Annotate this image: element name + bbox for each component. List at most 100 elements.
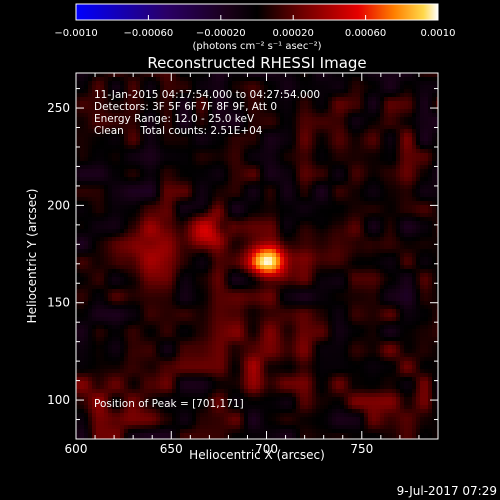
heatmap-cell [216, 233, 221, 238]
heatmap-cell [204, 277, 209, 282]
heatmap-cell [404, 217, 409, 222]
heatmap-cell [172, 273, 177, 278]
heatmap-cell [108, 285, 113, 290]
heatmap-cell [200, 129, 205, 134]
heatmap-cell [132, 209, 137, 214]
heatmap-cell [88, 145, 93, 150]
heatmap-cell [340, 121, 345, 126]
heatmap-cell [288, 245, 293, 250]
heatmap-cell [184, 137, 189, 142]
heatmap-cell [220, 149, 225, 154]
heatmap-cell [224, 93, 229, 98]
heatmap-cell [268, 253, 273, 258]
heatmap-cell [344, 265, 349, 270]
heatmap-cell [288, 197, 293, 202]
heatmap-cell [392, 209, 397, 214]
heatmap-cell [252, 129, 257, 134]
heatmap-cell [144, 197, 149, 202]
heatmap-cell [200, 193, 205, 198]
heatmap-cell [204, 109, 209, 114]
heatmap-cell [268, 277, 273, 282]
heatmap-cell [168, 185, 173, 190]
heatmap-cell [148, 89, 153, 94]
heatmap-cell [96, 101, 101, 106]
heatmap-cell [424, 161, 429, 166]
heatmap-cell [300, 101, 305, 106]
heatmap-cell [340, 161, 345, 166]
heatmap-cell [296, 189, 301, 194]
heatmap-cell [92, 121, 97, 126]
heatmap-cell [156, 273, 161, 278]
heatmap-cell [404, 93, 409, 98]
heatmap-cell [264, 201, 269, 206]
heatmap-cell [376, 233, 381, 238]
heatmap-cell [308, 77, 313, 82]
heatmap-cell [136, 77, 141, 82]
heatmap-cell [336, 189, 341, 194]
heatmap-cell [184, 257, 189, 262]
heatmap-cell [228, 109, 233, 114]
heatmap-cell [276, 245, 281, 250]
heatmap-cell [276, 81, 281, 86]
heatmap-cell [232, 269, 237, 274]
heatmap-cell [80, 221, 85, 226]
heatmap-cell [88, 241, 93, 246]
heatmap-cell [236, 265, 241, 270]
heatmap-cell [204, 89, 209, 94]
heatmap-cell [248, 145, 253, 150]
heatmap-cell [192, 213, 197, 218]
heatmap-cell [396, 173, 401, 178]
heatmap-cell [192, 237, 197, 242]
heatmap-cell [308, 161, 313, 166]
heatmap-cell [196, 193, 201, 198]
heatmap-cell [360, 101, 365, 106]
heatmap-cell [288, 117, 293, 122]
heatmap-cell [196, 229, 201, 234]
heatmap-cell [80, 241, 85, 246]
heatmap-cell [148, 245, 153, 250]
heatmap-cell [180, 113, 185, 118]
heatmap-cell [372, 165, 377, 170]
heatmap-cell [392, 145, 397, 150]
heatmap-cell [88, 181, 93, 186]
heatmap-cell [120, 201, 125, 206]
heatmap-cell [100, 149, 105, 154]
heatmap-cell [268, 241, 273, 246]
heatmap-cell [256, 257, 261, 262]
heatmap-cell [92, 77, 97, 82]
heatmap-cell [256, 217, 261, 222]
heatmap-cell [260, 201, 265, 206]
heatmap-cell [100, 253, 105, 258]
heatmap-cell [328, 125, 333, 130]
heatmap-cell [388, 225, 393, 230]
heatmap-cell [316, 73, 321, 78]
heatmap-cell [332, 253, 337, 258]
heatmap-cell [404, 113, 409, 118]
heatmap-cell [268, 229, 273, 234]
heatmap-cell [92, 249, 97, 254]
heatmap-cell [100, 257, 105, 262]
heatmap-cell [404, 105, 409, 110]
heatmap-cell [144, 273, 149, 278]
heatmap-cell [324, 133, 329, 138]
heatmap-cell [204, 73, 209, 78]
heatmap-cell [152, 185, 157, 190]
heatmap-cell [432, 209, 437, 214]
heatmap-cell [264, 269, 269, 274]
heatmap-cell [104, 169, 109, 174]
heatmap-cell [252, 285, 257, 290]
heatmap-cell [252, 241, 257, 246]
heatmap-cell [368, 73, 373, 78]
heatmap-cell [188, 209, 193, 214]
heatmap-cell [388, 101, 393, 106]
heatmap-cell [200, 125, 205, 130]
heatmap-cell [340, 117, 345, 122]
heatmap-cell [256, 185, 261, 190]
heatmap-cell [380, 121, 385, 126]
heatmap-cell [260, 193, 265, 198]
heatmap-cell [232, 225, 237, 230]
heatmap-cell [412, 81, 417, 86]
heatmap-cell [416, 249, 421, 254]
heatmap-cell [120, 237, 125, 242]
heatmap-cell [100, 105, 105, 110]
